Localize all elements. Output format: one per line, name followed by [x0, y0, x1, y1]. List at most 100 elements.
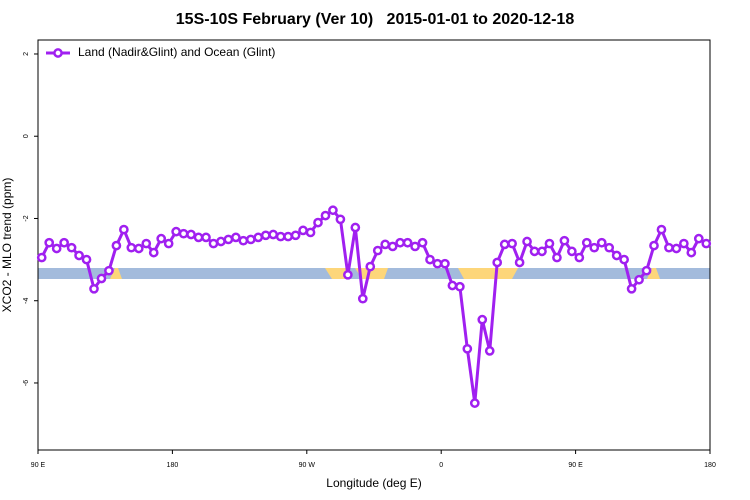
data-point — [74, 250, 84, 261]
data-point — [44, 237, 55, 248]
band-land — [458, 268, 518, 279]
data-point — [484, 346, 495, 356]
x-tick-label: 90 W — [299, 462, 316, 469]
data-point — [171, 226, 181, 237]
data-point — [216, 236, 226, 247]
data-point — [81, 254, 92, 265]
data-point — [686, 247, 697, 258]
y-tick-label: -4 — [23, 298, 30, 304]
y-tick-label: 0 — [23, 134, 30, 138]
data-point — [141, 238, 152, 249]
data-point — [410, 241, 420, 252]
y-axis-label: XCO2 - MLO trend (ppm) — [0, 178, 14, 313]
data-point — [469, 398, 480, 408]
data-point — [589, 242, 600, 253]
data-point — [305, 227, 316, 238]
data-point — [59, 237, 69, 248]
x-tick-label: 180 — [167, 462, 179, 469]
data-point — [574, 252, 585, 263]
data-point — [178, 228, 189, 239]
data-point — [268, 229, 279, 240]
data-point — [693, 233, 704, 244]
data-point — [432, 258, 443, 269]
data-point — [89, 283, 99, 294]
data-point — [641, 265, 652, 276]
data-point — [440, 258, 450, 269]
data-point — [126, 242, 137, 253]
data-point — [36, 252, 47, 263]
data-point — [634, 274, 644, 285]
data-point — [350, 222, 361, 233]
data-point — [96, 273, 107, 284]
data-point — [104, 265, 114, 276]
data-point — [201, 232, 211, 243]
data-point — [477, 314, 488, 325]
band-land — [355, 268, 388, 279]
data-point — [365, 261, 376, 272]
data-point — [656, 224, 667, 235]
data-point — [335, 214, 346, 225]
data-point — [596, 237, 607, 248]
data-point — [223, 234, 234, 245]
data-point — [455, 281, 465, 292]
data-point — [343, 269, 353, 280]
data-point — [425, 254, 435, 265]
x-tick-label: 90 E — [568, 462, 583, 469]
data-point — [313, 217, 323, 228]
y-tick-label: -6 — [23, 380, 30, 386]
data-point — [119, 224, 129, 235]
legend: Land (Nadir&Glint) and Ocean (Glint) — [46, 45, 275, 59]
data-point — [111, 240, 122, 251]
data-point — [447, 280, 458, 291]
data-point — [253, 232, 264, 243]
data-point — [402, 237, 413, 248]
data-point — [380, 239, 391, 250]
data-point — [208, 238, 219, 249]
chart-title: 15S-10S February (Ver 10) 2015-01-01 to … — [176, 11, 575, 28]
data-point — [522, 236, 532, 247]
x-tick-label: 180 — [704, 462, 716, 469]
band-land — [110, 268, 122, 279]
data-point — [290, 230, 301, 241]
data-point — [238, 235, 249, 246]
data-point — [492, 257, 503, 268]
data-point — [559, 235, 570, 246]
data-point — [604, 242, 615, 253]
data-point — [283, 231, 293, 242]
y-tick-label: -2 — [23, 215, 30, 221]
x-tick-label: 90 E — [31, 462, 46, 469]
data-point — [417, 237, 428, 248]
data-point — [552, 252, 562, 263]
data-point — [320, 210, 331, 221]
series-line — [40, 208, 708, 405]
data-point — [66, 242, 77, 253]
x-tick-label: 0 — [439, 462, 443, 469]
data-point — [372, 245, 383, 256]
data-point — [231, 232, 241, 243]
y-tick-label: 2 — [23, 52, 30, 56]
data-point — [611, 250, 622, 261]
data-point — [701, 238, 712, 249]
data-point — [499, 239, 510, 250]
data-point — [462, 343, 473, 354]
data-point — [193, 232, 204, 243]
data-point — [163, 238, 174, 249]
data-point — [649, 240, 659, 251]
data-point — [537, 246, 547, 257]
data-point — [357, 293, 368, 304]
data-point — [133, 243, 144, 254]
x-axis-label: Longitude (deg E) — [326, 476, 421, 490]
data-point — [664, 242, 674, 253]
legend-label: Land (Nadir&Glint) and Ocean (Glint) — [78, 45, 275, 59]
data-point — [51, 243, 62, 254]
data-point — [581, 237, 592, 248]
data-point — [395, 237, 405, 248]
data-point — [186, 229, 196, 240]
data-point — [514, 257, 525, 268]
data-point — [275, 231, 286, 242]
data-point — [529, 246, 540, 257]
data-point — [507, 238, 517, 249]
data-point — [387, 241, 398, 252]
data-point — [626, 283, 637, 294]
